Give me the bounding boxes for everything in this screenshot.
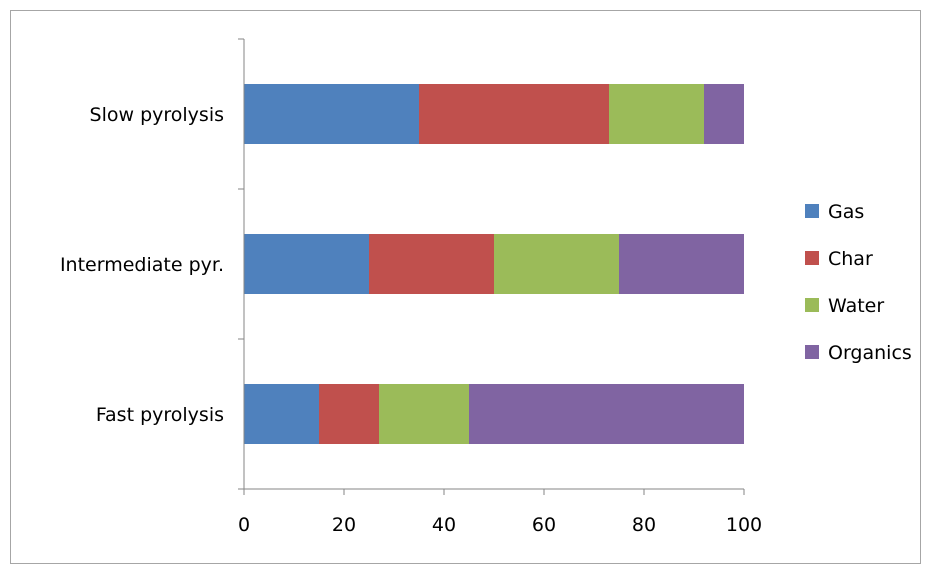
bar-char-0 — [419, 84, 609, 144]
bar-organics-1 — [619, 234, 744, 294]
bar-organics-0 — [704, 84, 744, 144]
category-label: Slow pyrolysis — [90, 104, 224, 126]
bar-char-1 — [369, 234, 494, 294]
x-tick-label: 80 — [632, 514, 656, 536]
bar-water-1 — [494, 234, 619, 294]
legend-swatch-organics — [805, 345, 819, 359]
legend-label-gas: Gas — [828, 201, 864, 223]
category-label: Fast pyrolysis — [96, 404, 224, 426]
bar-char-2 — [319, 384, 379, 444]
category-label: Intermediate pyr. — [60, 254, 224, 276]
bar-gas-0 — [244, 84, 419, 144]
legend-swatch-char — [805, 251, 819, 265]
legend-swatch-water — [805, 298, 819, 312]
legend-label-organics: Organics — [828, 342, 912, 364]
legend-label-water: Water — [828, 295, 884, 317]
x-tick-label: 20 — [332, 514, 356, 536]
bar-gas-1 — [244, 234, 369, 294]
legend-swatch-gas — [805, 204, 819, 218]
x-tick-label: 0 — [238, 514, 250, 536]
x-tick-label: 60 — [532, 514, 556, 536]
bar-water-2 — [379, 384, 469, 444]
legend-label-char: Char — [828, 248, 873, 270]
bar-water-0 — [609, 84, 704, 144]
bar-organics-2 — [469, 384, 744, 444]
x-tick-label: 100 — [726, 514, 762, 536]
bar-gas-2 — [244, 384, 319, 444]
x-tick-label: 40 — [432, 514, 456, 536]
